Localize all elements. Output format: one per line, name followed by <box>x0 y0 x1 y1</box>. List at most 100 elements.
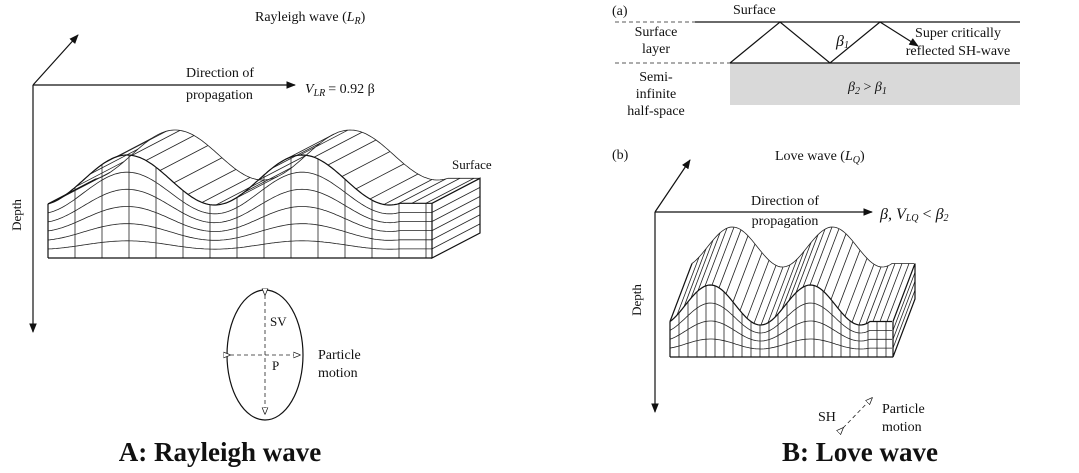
block-edge <box>47 178 97 205</box>
title: Rayleigh wave (LR) <box>255 10 366 27</box>
hatch <box>313 131 363 158</box>
block-edge <box>892 263 916 358</box>
hatch <box>145 135 195 161</box>
hatch <box>823 233 847 292</box>
hatch <box>774 259 798 318</box>
hatch <box>879 263 903 322</box>
reflected-label: reflected SH-wave <box>906 44 1011 59</box>
hatch <box>837 250 861 309</box>
layer-label: Surface <box>635 25 678 40</box>
title: Love wave (LQ) <box>775 149 865 166</box>
direction-label: propagation <box>752 214 819 229</box>
layer-label: layer <box>642 42 670 57</box>
hatch <box>257 154 307 181</box>
direction-label: Direction of <box>186 66 254 81</box>
hatch <box>865 265 889 324</box>
depth-label: Depth <box>9 199 24 231</box>
inequality: β2 > β1 <box>847 80 887 97</box>
hatch <box>858 266 882 326</box>
grid <box>892 281 916 340</box>
beta1: β1 <box>835 33 849 52</box>
grid <box>431 196 481 222</box>
hatch <box>89 148 139 175</box>
reflected-label: Super critically <box>915 26 1001 41</box>
grid <box>47 223 432 241</box>
hatch <box>802 229 826 288</box>
hatch <box>795 234 819 293</box>
velocity: VLR = 0.92 β <box>305 82 375 99</box>
surface-edge <box>47 154 432 206</box>
hatch <box>767 264 791 323</box>
hatch <box>725 235 749 294</box>
hatch <box>851 264 875 323</box>
hatch <box>760 266 784 326</box>
axis <box>654 159 691 213</box>
caption: B: Love wave <box>782 437 938 467</box>
grid <box>892 272 916 331</box>
surface-edge <box>95 129 480 181</box>
hatch <box>816 228 840 287</box>
grid <box>892 289 916 349</box>
axis <box>32 34 79 86</box>
hatch <box>299 129 349 156</box>
particle-motion: Particle <box>882 402 925 417</box>
half-space-label: infinite <box>636 87 676 102</box>
hatch <box>788 242 812 301</box>
hatch <box>718 229 742 288</box>
block-edge <box>669 263 693 322</box>
particle-motion: Particle <box>318 348 361 363</box>
grid <box>669 302 892 334</box>
grid <box>47 206 432 232</box>
hatch <box>369 173 419 200</box>
hatch <box>809 226 833 286</box>
hatch <box>117 130 167 157</box>
hatch <box>711 226 735 286</box>
surface-label: Surface <box>733 3 776 18</box>
hatch <box>425 177 475 204</box>
grid <box>669 338 892 350</box>
caption: A: Rayleigh wave <box>119 437 321 467</box>
hatch <box>872 263 896 322</box>
particle-motion: motion <box>318 366 358 381</box>
grid <box>431 205 481 232</box>
grid <box>431 223 481 250</box>
hatch <box>75 161 125 187</box>
hatch <box>215 179 265 206</box>
hatch <box>830 241 854 300</box>
rayleigh-panel: Rayleigh wave (LR) Direction of propagat… <box>9 10 492 467</box>
hatch <box>683 248 707 307</box>
block-edge <box>431 177 481 259</box>
surface-edge <box>691 226 914 268</box>
surface-edge <box>669 284 892 326</box>
direction-label: Direction of <box>751 194 819 209</box>
hatch <box>173 157 223 184</box>
direction-label: propagation <box>186 88 253 103</box>
hatch <box>844 258 868 317</box>
depth-label: Depth <box>629 284 644 316</box>
hatch <box>746 260 770 319</box>
hatch <box>704 228 728 287</box>
p-label: P <box>272 358 279 373</box>
velocity: β, VLQ < β2 <box>879 206 949 225</box>
sh-motion <box>843 398 872 428</box>
hatch <box>187 169 237 195</box>
hatch <box>781 251 805 310</box>
panel-label: (a) <box>612 4 628 19</box>
half-space-label: half-space <box>627 104 685 119</box>
hatch <box>341 151 391 177</box>
love-panel: (a) Surface Surface layer β1 Super criti… <box>612 3 1020 467</box>
grid <box>47 188 432 224</box>
hatch <box>886 263 910 322</box>
panel-label: (b) <box>612 148 629 163</box>
sh-label: SH <box>818 410 836 425</box>
hatch <box>201 177 251 203</box>
grid <box>431 187 481 213</box>
hatch <box>697 232 721 291</box>
half-space-label: Semi- <box>639 70 673 85</box>
hatch <box>285 133 335 160</box>
hatch <box>732 243 756 303</box>
grid <box>669 320 892 342</box>
hatch <box>411 177 461 204</box>
hatch <box>355 163 405 190</box>
